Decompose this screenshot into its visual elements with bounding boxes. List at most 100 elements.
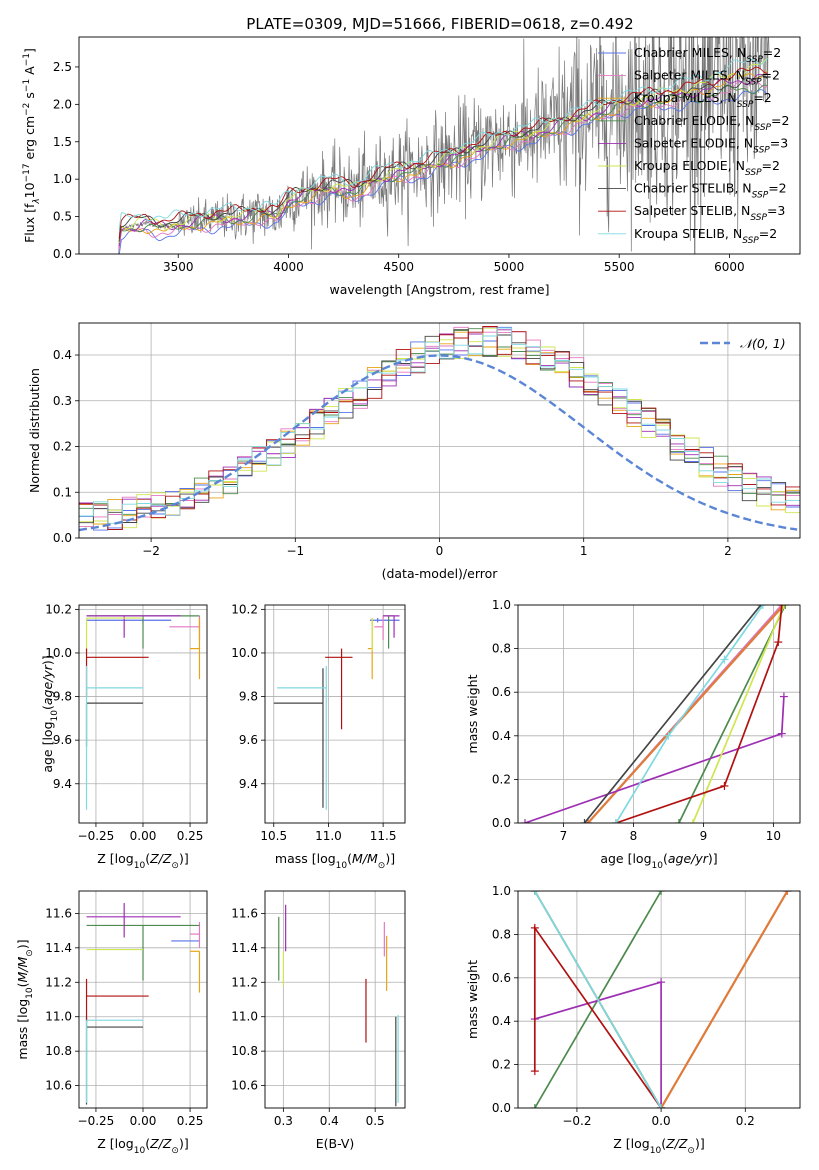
spectrum-legend-label-0-part: SSP <box>746 55 763 65</box>
cum_age-line-2 <box>587 605 785 823</box>
cum_age-ylabel: mass weight <box>465 674 480 753</box>
age_vs_mass-xlabel: mass [log10(M/M⊙)] <box>275 851 395 871</box>
age_vs_Z-frame <box>78 604 208 824</box>
age_vs_mass-ytick-label-2: 9.8 <box>239 690 258 704</box>
spectrum-frame <box>78 36 801 255</box>
age_vs_Z-plot <box>85 615 201 810</box>
spectrum-legend-label-4: Salpeter ELODIE, NSSP=3 <box>634 135 788 155</box>
spectrum-legend-label-1-part: SSP <box>745 78 762 88</box>
cum_age-marker-7-3 <box>777 605 786 609</box>
age_vs_Z-xtick-label-2: 0.25 <box>177 829 204 843</box>
residuals-legend-label: 𝒩(0, 1) <box>740 336 786 351</box>
age_vs_mass-point-7 <box>325 648 353 730</box>
age_vs_Z-xlabel-part: )] <box>179 851 189 866</box>
mass_vs_Z-ylabel-part: 10 <box>25 987 35 999</box>
age_vs_Z-point-8 <box>85 666 143 810</box>
age_vs_mass-plot <box>273 615 400 810</box>
spectrum-xtick-label-4: 5500 <box>604 260 635 274</box>
mass_vs_Z-point-7 <box>85 978 149 1022</box>
age_vs_Z-ylabel: age [log10(age/yr)] <box>40 655 60 772</box>
mass_vs_Z-ylabel-part: mass [log <box>15 999 30 1060</box>
spectrum-model-5 <box>118 58 768 243</box>
spectrum-model-8 <box>118 58 768 230</box>
normal-curve <box>79 354 798 532</box>
age_vs_mass-point-8 <box>277 666 327 810</box>
age_vs_mass-ticks: 10.5 11.0 11.5 9.4 9.6 9.8 10.0 10.2 <box>231 602 396 843</box>
spectrum-ylabel: Flux [fλ10−17 erg cm−2 s−1 A−1] <box>22 48 42 243</box>
spectrum-legend-label-2-part: =2 <box>753 90 771 105</box>
cum_age-marker-8-3 <box>758 605 767 609</box>
residuals-ytick-label-1: 0.1 <box>53 485 72 499</box>
mass_vs_EBV-ytick-label-4: 11.4 <box>231 941 258 955</box>
spectrum-legend-label-7-part: Salpeter STELIB, N <box>634 203 750 218</box>
mass_vs_EBV-plot <box>278 904 399 1107</box>
cum_age-marker-7-1 <box>720 781 729 790</box>
cum_Z-xtick-label-0: −0.2 <box>562 1114 591 1128</box>
age_vs_mass-xlabel-part: )] <box>385 851 395 866</box>
cum_Z-xlabel-part: )] <box>695 1136 705 1151</box>
residuals-xtick-label-4: 2 <box>724 544 732 558</box>
spectrum-ytick-label-1: 0.5 <box>53 210 72 224</box>
residuals-plot <box>79 326 800 532</box>
mass_vs_Z-xlabel-part: 10 <box>134 1146 146 1156</box>
spectrum-ylabel-part: ] <box>22 48 37 53</box>
mass_vs_Z-ylabel-part: )] <box>15 939 30 949</box>
cum_age-line-7 <box>615 605 783 823</box>
spectrum-model-7 <box>118 66 768 239</box>
cum_Z-xlabel-part: 10 <box>650 1146 662 1156</box>
residuals-ytick-label-2: 0.2 <box>53 440 72 454</box>
mass_vs_Z-xlabel-part: ( <box>145 1136 150 1151</box>
spectrum-ylabel-part: λ <box>32 198 42 204</box>
age_vs_Z-ylabel-part: )] <box>40 655 55 665</box>
age_vs_Z-xlabel-part: ( <box>145 851 150 866</box>
mass_vs_Z-ylabel-part: M/M <box>15 956 30 982</box>
spectrum-legend-label-1: Salpeter MILES, NSSP=2 <box>634 68 780 88</box>
age_vs_mass-point-6 <box>273 668 324 808</box>
spectrum-legend-label-3-part: SSP <box>754 123 771 133</box>
mass_vs_Z-point-2 <box>190 950 201 993</box>
mass_vs_Z-ylabel-part: ( <box>15 982 30 987</box>
cum_Z-xlabel-part: Z [log <box>613 1136 649 1151</box>
cum_Z-ytick-label-0: 0.0 <box>492 1101 511 1115</box>
cum_Z-xlabel-part: ⊙ <box>687 1146 695 1156</box>
mass_vs_Z-point-6 <box>85 1016 143 1105</box>
residuals-legend: 𝒩(0, 1) <box>700 336 786 351</box>
mass_vs_EBV-xtick-label-1: 0.4 <box>320 1114 339 1128</box>
spectrum-legend-label-4-part: =3 <box>770 135 788 150</box>
cum_Z-frame <box>517 890 801 1109</box>
age_vs_mass-xtick-label-1: 11.0 <box>315 829 342 843</box>
cum_Z-line-8 <box>534 891 662 1108</box>
cum_Z-marker-7-0 <box>530 1067 539 1076</box>
spectrum-plot <box>118 37 770 254</box>
residuals-xtick-label-1: −1 <box>286 544 304 558</box>
cum_age-ytick-label-5: 1.0 <box>492 598 511 612</box>
age_vs_mass-xlabel-part: 10 <box>336 861 348 871</box>
cum_Z-xlabel-part: ( <box>661 1136 666 1151</box>
cum_age-marker-7-2 <box>774 638 783 647</box>
mass_vs_Z-xlabel: Z [log10(Z/Z⊙)] <box>97 1136 188 1156</box>
spectrum-legend-label-0: Chabrier MILES, NSSP=2 <box>634 45 781 65</box>
spectrum-data-line <box>118 37 770 254</box>
spectrum-legend-label-3-part: =2 <box>771 113 789 128</box>
cum_age-line-8 <box>615 605 764 823</box>
mass_vs_Z-point-3 <box>86 924 200 981</box>
age_vs_mass-xlabel-part: ⊙ <box>378 861 386 871</box>
cum_age-ytick-label-3: 0.6 <box>492 685 511 699</box>
mass_vs_Z-frame <box>78 890 208 1109</box>
age_vs_mass-xlabel-part: ( <box>347 851 352 866</box>
cum_Z-ytick-label-4: 0.8 <box>492 927 511 941</box>
residuals-frame <box>78 322 801 539</box>
mass_vs_Z-ticks: −0.25 0.00 0.25 10.6 10.8 11.0 11.2 11.4 11.6 <box>45 906 203 1128</box>
mass_vs_Z-xtick-label-1: 0.00 <box>130 1114 157 1128</box>
mass_vs_Z-plot <box>85 903 201 1105</box>
cum_Z-xtick-label-2: 0.2 <box>736 1114 755 1128</box>
age_vs_Z-ticks: −0.25 0.00 0.25 9.4 9.6 9.8 10.0 10.2 <box>45 602 203 843</box>
spectrum-xlabel: wavelength [Angstrom, rest frame] <box>329 282 549 297</box>
spectrum-ytick-label-2: 1.0 <box>53 172 72 186</box>
spectrum-xtick-label-3: 5000 <box>494 260 525 274</box>
spectrum-ylabel-part: −1 <box>22 53 32 66</box>
age_vs_Z-xlabel-part: 10 <box>134 861 146 871</box>
mass_vs_Z-point-4 <box>86 903 181 938</box>
mass_vs_EBV-ytick-label-1: 10.8 <box>231 1044 258 1058</box>
